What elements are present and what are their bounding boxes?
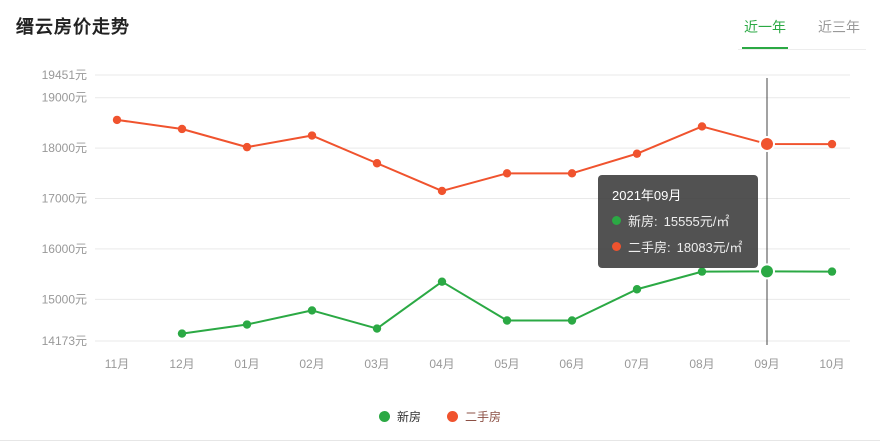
svg-text:07月: 07月 xyxy=(624,357,649,371)
tab-one-year[interactable]: 近一年 xyxy=(742,15,788,49)
svg-text:19451元: 19451元 xyxy=(42,68,87,82)
svg-text:01月: 01月 xyxy=(234,357,259,371)
svg-text:03月: 03月 xyxy=(364,357,389,371)
tab-three-years[interactable]: 近三年 xyxy=(818,19,860,35)
page-header: 缙云房价走势 近一年 近三年 xyxy=(0,0,880,50)
svg-text:15000元: 15000元 xyxy=(42,292,87,306)
svg-text:12月: 12月 xyxy=(169,357,194,371)
svg-text:05月: 05月 xyxy=(494,357,519,371)
legend-item-second-hand[interactable]: 二手房 xyxy=(447,408,501,425)
page-title: 缙云房价走势 xyxy=(16,17,130,37)
second-hand-legend-dot xyxy=(447,411,458,422)
svg-text:06月: 06月 xyxy=(559,357,584,371)
svg-text:17000元: 17000元 xyxy=(42,192,87,206)
svg-text:02月: 02月 xyxy=(299,357,324,371)
second-hand-legend-label: 二手房 xyxy=(465,410,502,424)
new-house-legend-label: 新房 xyxy=(396,410,421,424)
legend-item-new-house[interactable]: 新房 xyxy=(378,408,421,425)
chart-legend: 新房 二手房 xyxy=(0,408,880,425)
svg-text:08月: 08月 xyxy=(689,357,714,371)
svg-text:16000元: 16000元 xyxy=(42,242,87,256)
svg-text:19000元: 19000元 xyxy=(42,91,87,105)
svg-text:14173元: 14173元 xyxy=(42,334,87,348)
time-range-tabs: 近一年 近三年 xyxy=(738,13,866,50)
svg-text:09月: 09月 xyxy=(754,357,779,371)
svg-text:04月: 04月 xyxy=(429,357,454,371)
svg-text:11月: 11月 xyxy=(105,357,129,371)
new-house-legend-dot xyxy=(378,411,390,422)
svg-text:18000元: 18000元 xyxy=(42,141,87,155)
svg-text:10月: 10月 xyxy=(819,357,844,371)
